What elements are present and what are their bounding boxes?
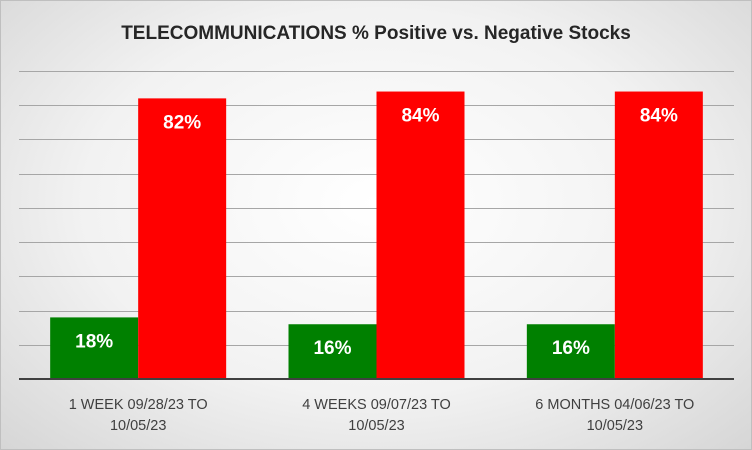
data-labels: 18% 82% 16% 84% 16% 84% (75, 106, 678, 360)
negative-bar (138, 98, 227, 379)
negative-bar (614, 91, 703, 380)
category-label: 6 MONTHS 04/06/23 TO (535, 397, 694, 413)
category-label: 10/05/23 (587, 418, 643, 434)
category-label: 10/05/23 (348, 418, 404, 434)
negative-data-label: 84% (640, 106, 678, 127)
positive-bar (526, 324, 615, 379)
category-axis-labels: 1 WEEK 09/28/23 TO 10/05/23 4 WEEKS 09/07/… (69, 397, 695, 434)
bars (50, 91, 703, 380)
positive-bar (288, 324, 377, 379)
positive-bar (50, 317, 139, 379)
positive-data-label: 18% (75, 331, 113, 352)
positive-data-label: 16% (552, 338, 590, 359)
category-label: 1 WEEK 09/28/23 TO (69, 397, 208, 413)
negative-data-label: 82% (163, 112, 201, 133)
chart-title: TELECOMMUNICATIONS % Positive vs. Negati… (121, 23, 631, 44)
negative-bar (376, 91, 465, 380)
category-label: 4 WEEKS 09/07/23 TO (302, 397, 451, 413)
category-label: 10/05/23 (110, 418, 166, 434)
negative-data-label: 84% (401, 106, 439, 127)
positive-data-label: 16% (313, 338, 351, 359)
